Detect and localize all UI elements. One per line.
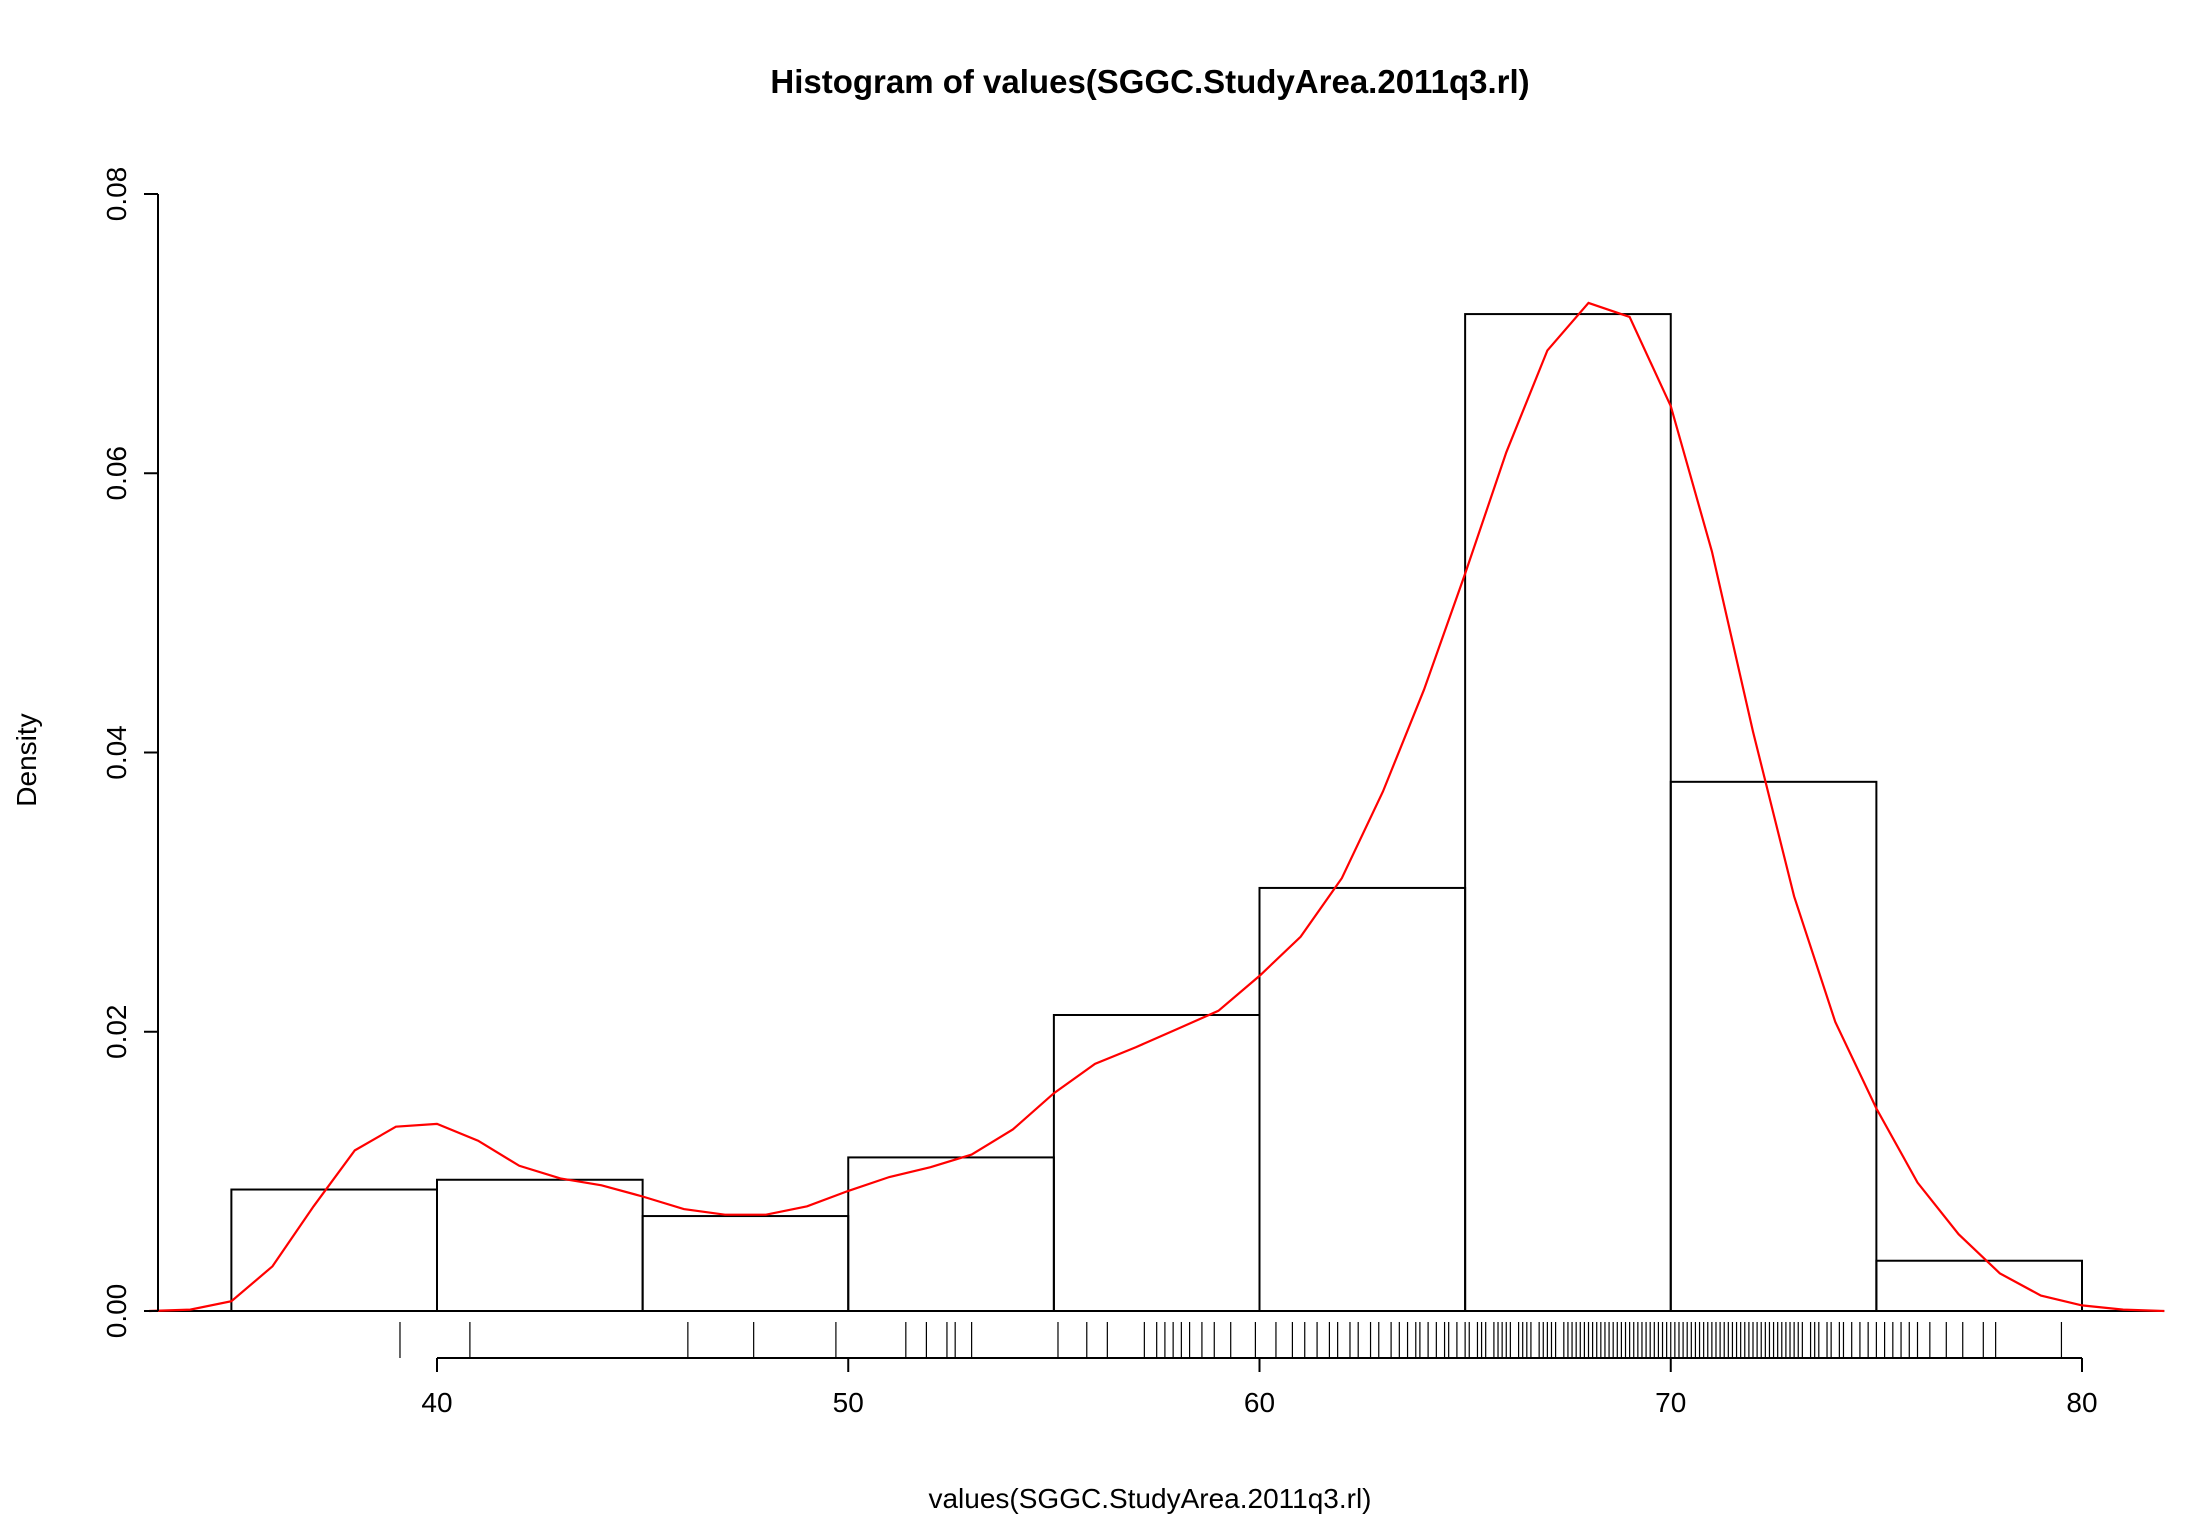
x-tick-label: 40 bbox=[421, 1387, 452, 1418]
y-tick-label: 0.06 bbox=[101, 446, 132, 501]
x-axis: 40 50 60 70 80 bbox=[421, 1357, 2098, 1418]
histogram-bar bbox=[1669, 780, 1878, 1312]
y-tick-label: 0.04 bbox=[101, 725, 132, 780]
x-tick-label: 50 bbox=[833, 1387, 864, 1418]
chart-title: Histogram of values(SGGC.StudyArea.2011q… bbox=[770, 63, 1529, 100]
density-curve bbox=[149, 301, 2165, 1313]
histogram-bar bbox=[1258, 886, 1467, 1313]
x-tick-label: 80 bbox=[2066, 1387, 2097, 1418]
x-axis-label: values(SGGC.StudyArea.2011q3.rl) bbox=[928, 1483, 1371, 1514]
x-tick-label: 60 bbox=[1244, 1387, 1275, 1418]
y-axis-label: Density bbox=[11, 713, 42, 806]
histogram-bar bbox=[1875, 1259, 2083, 1312]
histogram-bar bbox=[1052, 1013, 1261, 1312]
histogram-bar bbox=[1464, 313, 1672, 1312]
density-curve-group bbox=[149, 301, 2165, 1313]
histogram-bar bbox=[436, 1178, 644, 1312]
y-axis: 0.00 0.02 0.04 0.06 0.08 bbox=[101, 167, 159, 1339]
histogram-bar bbox=[641, 1215, 850, 1313]
y-tick-label: 0.00 bbox=[101, 1284, 132, 1339]
x-tick-label: 70 bbox=[1655, 1387, 1686, 1418]
histogram-bars bbox=[149, 313, 2165, 1313]
y-tick-label: 0.08 bbox=[101, 167, 132, 222]
y-tick-label: 0.02 bbox=[101, 1005, 132, 1060]
histogram-bar bbox=[230, 1188, 438, 1312]
rug-plot bbox=[399, 1322, 2063, 1358]
